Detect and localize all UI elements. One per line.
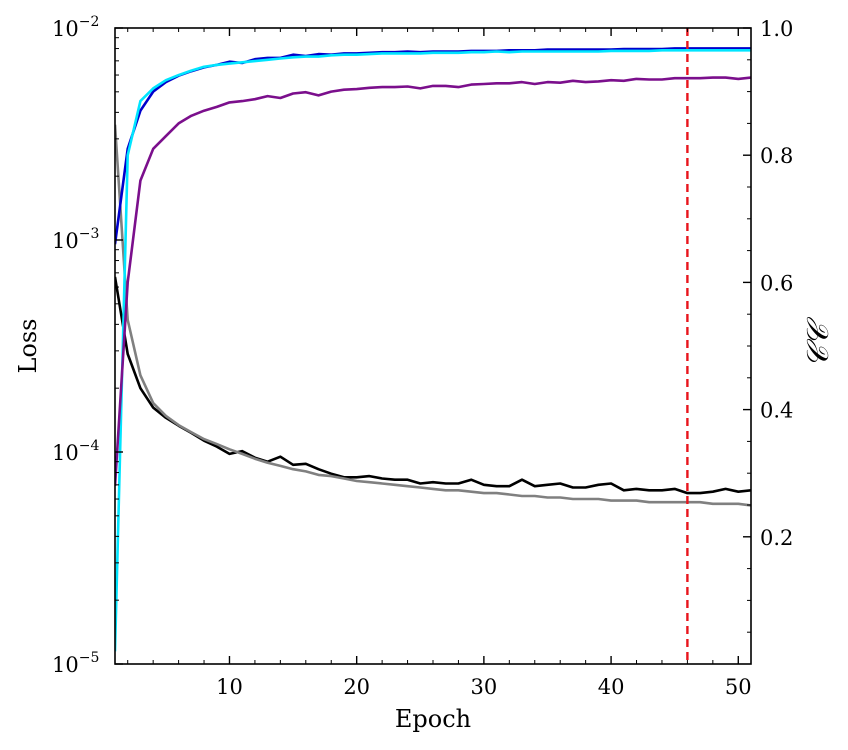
left-y-axis-title: Loss xyxy=(14,318,42,373)
series-line-1 xyxy=(115,276,751,495)
series-lines xyxy=(115,47,751,652)
left-y-tick-label: 10−5 xyxy=(52,650,99,677)
x-tick-label: 50 xyxy=(725,675,752,699)
x-axis-title: Epoch xyxy=(395,705,471,733)
left-y-tick-label: 10−2 xyxy=(52,14,99,41)
series-line-2 xyxy=(115,124,751,507)
x-tick-label: 30 xyxy=(471,675,498,699)
x-tick-label: 20 xyxy=(343,675,370,699)
series-line-3 xyxy=(115,47,751,245)
right-y-tick-label: 0.8 xyxy=(760,144,793,168)
axis-ticks xyxy=(115,27,751,665)
right-y-axis-title: 𝒞𝒞 xyxy=(801,316,836,368)
right-y-tick-label: 1.0 xyxy=(760,17,793,41)
left-y-tick-label: 10−4 xyxy=(52,438,99,465)
series-line-4 xyxy=(115,48,751,652)
left-y-tick-label: 10−3 xyxy=(52,226,99,253)
right-y-tick-label: 0.6 xyxy=(760,271,793,295)
right-y-tick-label: 0.2 xyxy=(760,526,793,550)
x-tick-label: 10 xyxy=(216,675,243,699)
right-y-tick-label: 0.4 xyxy=(760,399,793,423)
plot-frame xyxy=(114,27,752,665)
x-tick-label: 40 xyxy=(598,675,625,699)
series-line-5 xyxy=(115,76,751,486)
tick-labels: 10 20 30 40 50 10−5 10−4 10−3 10−2 0.2 0.4 0.6 0.8 1.… xyxy=(52,14,793,699)
